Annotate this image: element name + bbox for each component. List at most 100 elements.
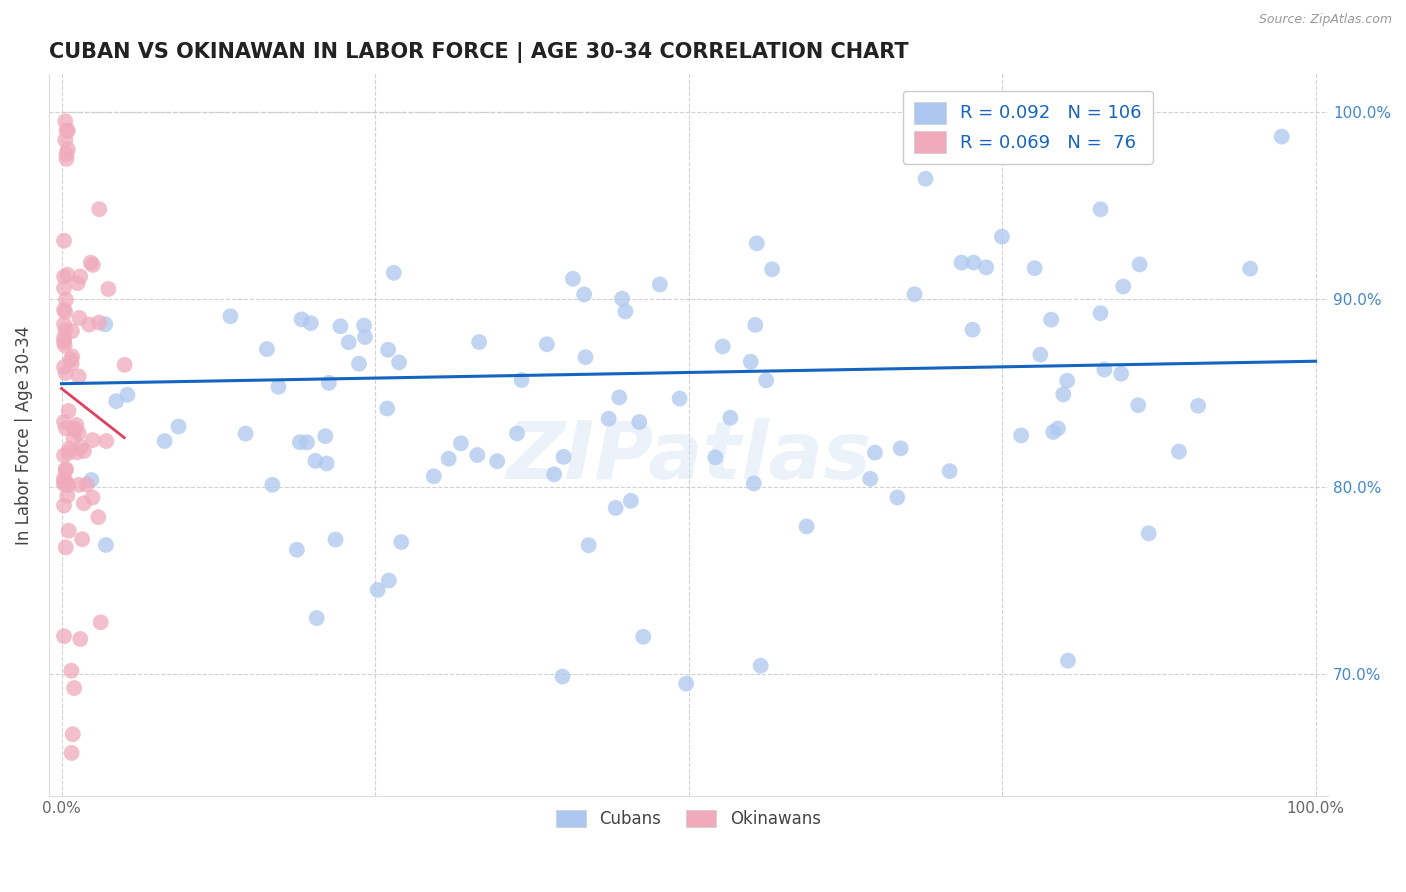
Point — [1128, 398, 1150, 412]
Point — [962, 323, 984, 337]
Point — [53, 360, 76, 375]
Point — [1109, 367, 1132, 381]
Point — [991, 229, 1014, 244]
Point — [1057, 654, 1080, 668]
Point — [53, 269, 76, 284]
Point — [53, 471, 76, 485]
Point — [536, 337, 558, 351]
Text: Source: ZipAtlas.com: Source: ZipAtlas.com — [1258, 13, 1392, 27]
Point — [375, 401, 398, 416]
Point — [153, 434, 176, 448]
Point — [53, 335, 76, 350]
Point — [628, 415, 651, 429]
Point — [73, 496, 96, 510]
Point — [1010, 428, 1032, 442]
Point — [56, 489, 79, 503]
Point — [572, 287, 595, 301]
Point — [903, 287, 925, 301]
Point — [53, 475, 76, 489]
Point — [59, 352, 82, 367]
Point — [60, 324, 83, 338]
Point — [69, 440, 91, 454]
Point — [67, 369, 90, 384]
Point — [267, 380, 290, 394]
Point — [90, 615, 112, 630]
Point — [67, 310, 90, 325]
Point — [66, 445, 89, 459]
Point — [704, 450, 727, 465]
Point — [914, 171, 936, 186]
Point — [53, 305, 76, 319]
Point — [938, 464, 960, 478]
Point — [55, 463, 77, 477]
Point — [76, 477, 98, 491]
Point — [561, 271, 583, 285]
Point — [65, 417, 87, 432]
Point — [1090, 306, 1112, 320]
Point — [55, 323, 77, 337]
Point — [55, 366, 77, 380]
Point — [610, 292, 633, 306]
Point — [553, 450, 575, 464]
Point — [468, 334, 491, 349]
Point — [82, 433, 104, 447]
Point — [58, 404, 80, 418]
Point — [87, 316, 110, 330]
Point — [378, 574, 401, 588]
Point — [315, 457, 337, 471]
Point — [60, 356, 83, 370]
Point — [219, 310, 242, 324]
Point — [796, 519, 818, 533]
Point — [56, 123, 79, 137]
Point — [60, 664, 83, 678]
Point — [53, 302, 76, 317]
Point — [69, 632, 91, 646]
Point — [859, 472, 882, 486]
Point — [56, 268, 79, 282]
Point — [53, 415, 76, 429]
Point — [73, 443, 96, 458]
Point — [58, 524, 80, 538]
Point — [114, 358, 136, 372]
Point — [58, 442, 80, 456]
Point — [62, 727, 84, 741]
Point — [55, 421, 77, 435]
Point — [668, 392, 690, 406]
Y-axis label: In Labor Force | Age 30-34: In Labor Force | Age 30-34 — [15, 326, 32, 545]
Point — [318, 376, 340, 390]
Point — [761, 262, 783, 277]
Point — [55, 541, 77, 555]
Point — [53, 449, 76, 463]
Point — [82, 258, 104, 272]
Point — [56, 142, 79, 156]
Point — [105, 394, 128, 409]
Point — [607, 391, 630, 405]
Point — [55, 147, 77, 161]
Point — [1129, 257, 1152, 271]
Point — [382, 266, 405, 280]
Point — [56, 478, 79, 492]
Point — [82, 491, 104, 505]
Point — [167, 419, 190, 434]
Point — [675, 676, 697, 690]
Point — [69, 269, 91, 284]
Point — [337, 335, 360, 350]
Point — [80, 255, 103, 269]
Point — [1040, 312, 1063, 326]
Point — [551, 669, 574, 683]
Point — [465, 448, 488, 462]
Point — [886, 491, 908, 505]
Point — [291, 312, 314, 326]
Point — [1029, 348, 1052, 362]
Point — [740, 355, 762, 369]
Point — [60, 746, 83, 760]
Point — [863, 445, 886, 459]
Point — [367, 582, 389, 597]
Point — [950, 255, 973, 269]
Point — [262, 478, 284, 492]
Point — [314, 429, 336, 443]
Point — [77, 318, 100, 332]
Point — [67, 425, 90, 440]
Point — [94, 538, 117, 552]
Point — [1271, 129, 1294, 144]
